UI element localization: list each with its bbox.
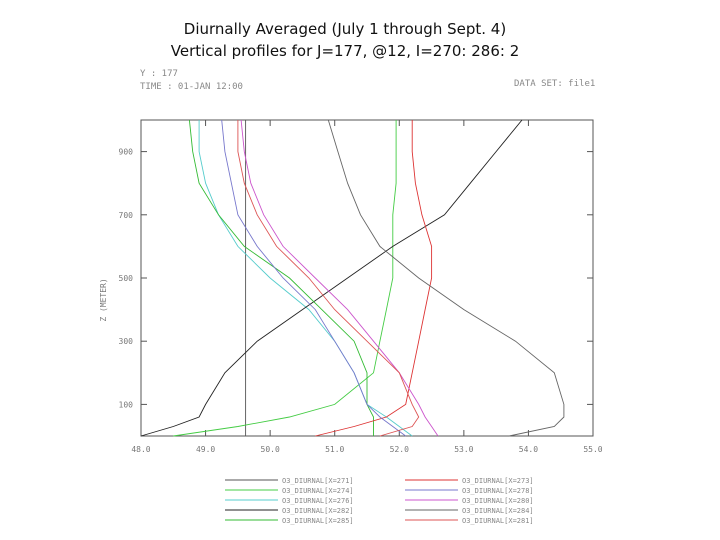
legend-label: O3_DIURNAL[X=278] — [462, 487, 534, 495]
axis-ticks: 48.0 49.0 50.0 51.0 52.0 53.0 54.0 55.0 100 300 50… — [119, 120, 603, 454]
y-tick-label: 900 — [119, 148, 134, 157]
y-tick-label: 100 — [119, 400, 134, 409]
legend: O3_DIURNAL[X=271] O3_DIURNAL[X=274] O3_DIU… — [225, 477, 534, 525]
x-tick-label: 52.0 — [390, 445, 409, 454]
x-tick-label: 53.0 — [454, 445, 473, 454]
series-line-4 — [140, 119, 523, 437]
legend-label: O3_DIURNAL[X=282] — [282, 507, 354, 515]
x-tick-label: 49.0 — [196, 445, 215, 454]
legend-label: O3_DIURNAL[X=273] — [462, 477, 534, 485]
y-tick-label: 700 — [119, 211, 134, 220]
x-tick-label: 50.0 — [261, 445, 280, 454]
series-group — [140, 119, 565, 437]
x-tick-label: 48.0 — [131, 445, 150, 454]
legend-label: O3_DIURNAL[X=276] — [282, 497, 354, 505]
legend-label: O3_DIURNAL[X=284] — [462, 507, 534, 515]
header-time-text: TIME : 01-JAN 12:00 — [140, 82, 243, 92]
series-line-9 — [327, 119, 565, 437]
y-tick-label: 500 — [119, 274, 134, 283]
x-tick-label: 54.0 — [519, 445, 538, 454]
legend-label: O3_DIURNAL[X=285] — [282, 517, 354, 525]
x-tick-label: 51.0 — [325, 445, 344, 454]
header-dataset-text: DATA SET: file1 — [514, 79, 595, 89]
legend-label: O3_DIURNAL[X=281] — [462, 517, 534, 525]
series-line-8 — [240, 119, 439, 437]
series-line-7 — [221, 119, 406, 437]
series-line-2 — [173, 120, 397, 437]
legend-label: O3_DIURNAL[X=280] — [462, 497, 534, 505]
series-line-10 — [237, 120, 420, 437]
chart-title-line-2: Vertical profiles for J=177, @12, I=270:… — [170, 42, 520, 60]
chart-title-line-1: Diurnally Averaged (July 1 through Sept.… — [183, 20, 507, 38]
series-line-5 — [188, 119, 374, 436]
y-tick-label: 300 — [119, 337, 134, 346]
x-tick-label: 55.0 — [583, 445, 602, 454]
series-line-3 — [198, 120, 413, 437]
legend-label: O3_DIURNAL[X=271] — [282, 477, 354, 485]
header-y-text: Y : 177 — [140, 69, 178, 79]
legend-label: O3_DIURNAL[X=274] — [282, 487, 354, 495]
y-axis-label: Z (METER) — [99, 278, 108, 321]
series-line-6 — [315, 120, 433, 437]
